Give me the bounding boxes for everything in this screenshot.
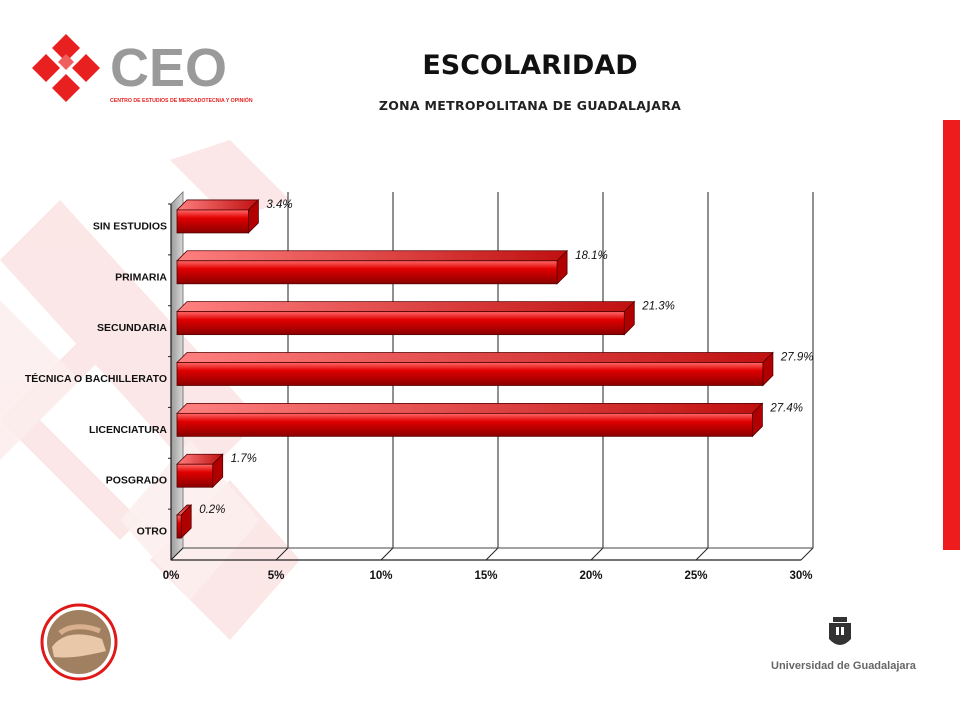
- x-tick-label: 10%: [369, 570, 392, 582]
- bar-2: [176, 300, 636, 336]
- institution-name: Universidad de Guadalajara: [771, 660, 916, 672]
- bar-top-face: [176, 352, 774, 363]
- data-label: 27.4%: [769, 402, 803, 414]
- category-label: PRIMARIA: [115, 271, 167, 283]
- bar-front-face: [176, 412, 753, 437]
- logo-diamond-mark: [32, 34, 100, 102]
- bar-front-face: [176, 514, 182, 539]
- bar-front-face: [176, 260, 558, 285]
- floor-gridline: [695, 547, 709, 561]
- bar-top-face: [176, 250, 569, 262]
- x-tick-label: 25%: [684, 570, 707, 582]
- floor-gridline: [275, 547, 289, 561]
- bar-front-face: [176, 463, 214, 488]
- x-tick-label: 15%: [474, 570, 497, 582]
- data-label: 0.2%: [199, 504, 225, 516]
- x-tick-label: 5%: [268, 570, 285, 582]
- logo-caption: CENTRO DE ESTUDIOS DE MERCADOTECNIA Y OP…: [110, 96, 253, 104]
- data-label: 21.3%: [641, 301, 675, 313]
- bar-top-face: [176, 199, 260, 211]
- bar-front-face: [176, 209, 249, 234]
- floor-gridline: [170, 547, 184, 561]
- category-label: TÉCNICA O BACHILLERATO: [25, 372, 167, 385]
- page-subtitle: ZONA METROPOLITANA DE GUADALAJARA: [378, 98, 682, 113]
- bar-front-face: [176, 311, 625, 336]
- chart-bars: [176, 198, 774, 540]
- data-label: 27.9%: [780, 352, 814, 364]
- category-label: SIN ESTUDIOS: [93, 220, 167, 232]
- bar-5: [176, 453, 224, 489]
- bar-6: [176, 504, 193, 540]
- bar-top-face: [176, 301, 636, 313]
- data-label: 18.1%: [575, 250, 608, 262]
- category-label: OTRO: [137, 526, 167, 538]
- universidad-de-guadalajara-logo: [829, 617, 851, 645]
- bar-0: [176, 198, 260, 234]
- x-tick-label: 0%: [163, 570, 180, 582]
- bar-front-face: [176, 362, 764, 386]
- chart-labels: 3.4% SIN ESTUDIOS 18.1% PRIMARIA 21.3% SECUND…: [25, 199, 814, 582]
- floor-gridline: [800, 547, 814, 561]
- bar-1: [176, 249, 569, 285]
- x-tick-label: 30%: [789, 570, 812, 582]
- page-title: ESCOLARIDAD: [422, 50, 638, 81]
- category-label: SECUNDARIA: [97, 322, 167, 334]
- category-label: POSGRADO: [106, 475, 167, 487]
- bar-top-face: [176, 402, 764, 414]
- ceo-logo: CEO CENTRO DE ESTUDIOS DE MERCADOTECNIA …: [32, 34, 253, 104]
- floor-gridline: [485, 547, 499, 561]
- category-label: LICENCIATURA: [89, 424, 167, 436]
- floor-gridline: [590, 547, 604, 561]
- x-tick-label: 20%: [579, 570, 602, 582]
- data-label: 1.7%: [231, 453, 257, 465]
- bar-4: [176, 402, 764, 438]
- hands-photo-badge: [40, 603, 118, 681]
- bar-3: [176, 351, 774, 387]
- data-label: 3.4%: [266, 199, 292, 211]
- red-side-strip: [943, 120, 960, 550]
- chart-axes: [168, 203, 813, 561]
- floor-gridline: [380, 547, 394, 561]
- logo-wordmark: CEO: [110, 38, 227, 98]
